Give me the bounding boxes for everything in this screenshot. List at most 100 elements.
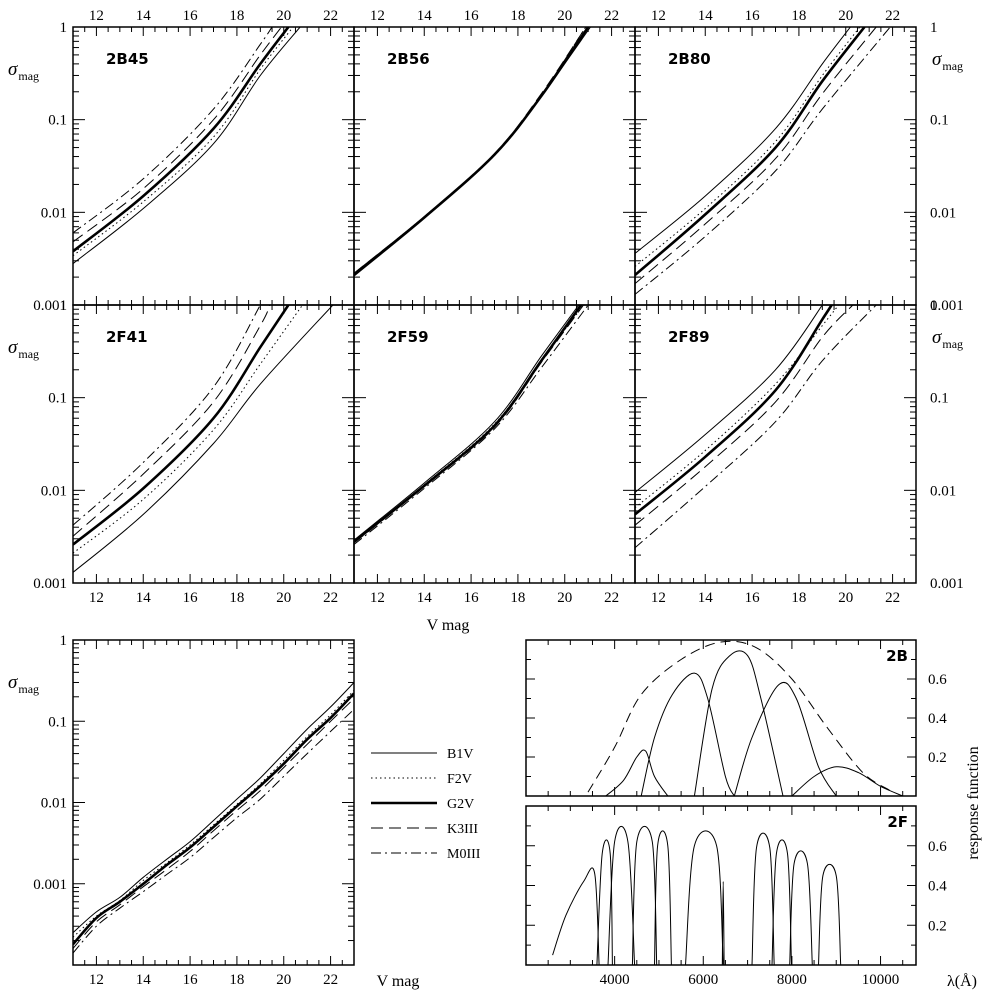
x-tick-label: 20: [557, 8, 572, 24]
series-line-2b80-k3iii: [635, 27, 877, 284]
series-line-2b-curve-1: [605, 749, 669, 796]
legend-label-f2v: F2V: [447, 772, 472, 787]
x-tick-label: 22: [323, 590, 338, 606]
series-line-2f-curve-4: [631, 825, 658, 965]
y-tick-label: 0.1: [930, 113, 949, 129]
series-line-2b45-b1v: [73, 27, 301, 264]
x-tick-label: 22: [323, 8, 338, 24]
x-tick-label: 18: [229, 8, 244, 24]
x-tick-label: 18: [229, 972, 244, 988]
sigma-mag-label: σmag: [8, 59, 39, 83]
panel-label-2f: 2F: [887, 813, 908, 831]
series-line-2f-curve-6: [685, 830, 724, 965]
x-tick-label: 20: [276, 8, 291, 24]
x-tick-label: 16: [745, 590, 761, 606]
x-tick-label: 16: [183, 972, 199, 988]
y-tick-label: 0.1: [48, 113, 67, 129]
series-line-combined-b1v: [73, 682, 354, 934]
x-tick-label: 4000: [600, 972, 630, 988]
axes-layer: [72, 26, 917, 966]
x-tick-label: 12: [89, 8, 104, 24]
x-tick-label: 20: [838, 8, 853, 24]
series-line-2f-curve-2: [596, 839, 613, 965]
series-line-2b-curve-6: [587, 640, 890, 793]
sigma-mag-label: σmag: [932, 49, 963, 73]
series-line-2b80-g2v: [635, 27, 866, 277]
y-tick-label: 0.01: [41, 483, 67, 499]
panel-frame-combined: [72, 639, 355, 966]
data-layer: [73, 27, 903, 965]
series-line-2f-curve-11: [818, 863, 842, 965]
y-tick-label: 1: [60, 298, 68, 314]
x-tick-label: 12: [370, 8, 385, 24]
x-tick-label: 8000: [777, 972, 807, 988]
panel-label-2b45: 2B45: [106, 50, 149, 68]
x-tick-label: 16: [464, 590, 480, 606]
series-line-2f59-b1v: [354, 305, 580, 541]
x-tick-label: 20: [838, 590, 853, 606]
y-tick-label: 0.2: [928, 750, 947, 766]
y-tick-label: 1: [60, 20, 68, 36]
legend: B1V F2V G2V K3III M0III: [371, 747, 481, 862]
sigma-mag-label: σmag: [8, 337, 39, 361]
series-line-2f41-k3iii: [73, 305, 271, 537]
y-tick-label: 0.2: [928, 918, 947, 934]
series-line-2f89-b1v: [635, 305, 823, 493]
y-tick-label: 0.001: [33, 298, 67, 314]
panel-frame-2b56: [353, 26, 636, 306]
x-tick-label: 18: [791, 590, 806, 606]
series-line-2b45-m0iii: [73, 27, 273, 234]
x-tick-label: 14: [417, 8, 433, 24]
y-tick-label: 0.4: [928, 879, 947, 895]
series-line-2f89-g2v: [635, 305, 833, 516]
series-line-2f-curve-9: [771, 839, 792, 965]
series-line-2b-curve-4: [733, 681, 837, 796]
x-tick-label: 18: [791, 8, 806, 24]
panel-label-2b80: 2B80: [668, 50, 711, 68]
series-line-2f41-b1v: [73, 305, 334, 573]
series-line-2f41-m0iii: [73, 305, 261, 526]
x-tick-label: 22: [323, 972, 338, 988]
panel-label-2f59: 2F59: [387, 328, 429, 346]
series-line-2f-curve-3: [607, 825, 636, 965]
series-line-2b56-k3iii: [354, 27, 587, 274]
text-layer: V mag V mag λ(Å) response function 12 14 1…: [8, 8, 982, 990]
x-tick-label: 16: [745, 8, 761, 24]
x-tick-label: 18: [510, 590, 525, 606]
series-line-2b80-b1v: [635, 27, 851, 254]
x-tick-label: 14: [698, 8, 714, 24]
series-line-2f59-k3iii: [354, 305, 584, 544]
panel-frame-2b80: [634, 26, 917, 306]
panel-label-2b: 2B: [886, 647, 908, 665]
x-tick-label: 20: [276, 972, 291, 988]
x-tick-label: 12: [89, 590, 104, 606]
sigma-mag-label: σmag: [932, 327, 963, 351]
response-function-axis-label: response function: [965, 746, 982, 859]
x-tick-label: 18: [510, 8, 525, 24]
x-tick-label: 12: [89, 972, 104, 988]
x-tick-label: 16: [464, 8, 480, 24]
series-line-2f41-g2v: [73, 305, 290, 546]
y-tick-label: 0.6: [928, 839, 947, 855]
series-line-2b-curve-3: [693, 650, 784, 796]
series-line-2f89-f2v: [635, 305, 840, 509]
series-line-2b80-m0iii: [635, 27, 891, 295]
x-axis-label-bottom: V mag: [377, 973, 420, 990]
x-tick-label: 20: [276, 590, 291, 606]
panel-frame-2f59: [353, 304, 636, 584]
y-tick-label: 0.1: [930, 391, 949, 407]
y-tick-label: 0.6: [928, 672, 947, 688]
x-tick-label: 22: [885, 8, 900, 24]
y-tick-label: 1: [60, 633, 68, 649]
series-line-2b45-f2v: [73, 27, 294, 257]
x-tick-label: 6000: [688, 972, 718, 988]
legend-label-g2v: G2V: [447, 797, 474, 812]
panel-label-2f41: 2F41: [106, 328, 148, 346]
y-tick-label: 0.01: [41, 796, 67, 812]
x-axis-label: V mag: [427, 617, 470, 634]
y-tick-label: 0.1: [48, 714, 67, 730]
panel-frame-2f89: [634, 304, 917, 584]
x-tick-label: 12: [370, 590, 385, 606]
x-tick-label: 22: [885, 590, 900, 606]
